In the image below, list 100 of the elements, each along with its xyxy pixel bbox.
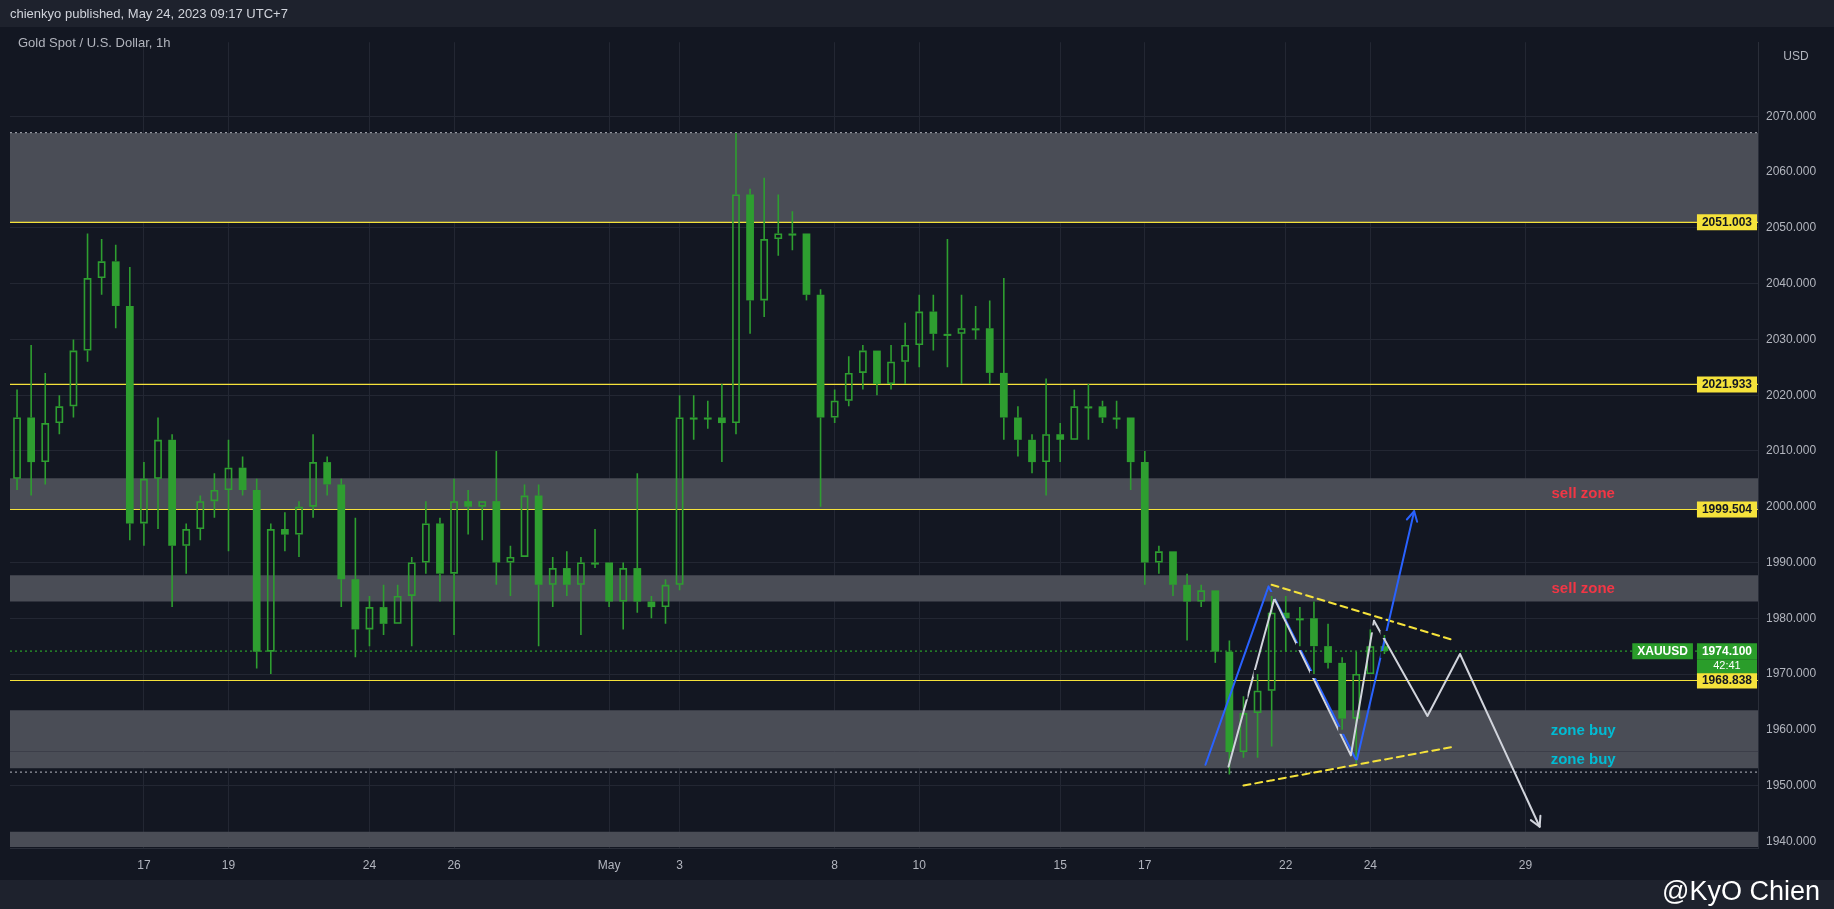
candlestick — [915, 294, 924, 369]
candlestick — [450, 478, 458, 636]
x-tick-label: 3 — [676, 857, 684, 872]
ref-line-label: 2051.003 — [1701, 215, 1753, 230]
candlestick — [224, 439, 233, 553]
candlestick — [125, 266, 134, 541]
candlestick — [492, 450, 501, 586]
x-tick-label: 17 — [1138, 857, 1152, 872]
candlestick — [605, 562, 613, 608]
y-tick-label: 1970.000 — [1766, 666, 1817, 681]
candlestick — [633, 472, 642, 614]
candlestick — [858, 344, 867, 391]
y-tick-label: 1940.000 — [1766, 833, 1817, 848]
ref-line-label: 1999.504 — [1701, 502, 1753, 517]
candlestick — [957, 294, 966, 385]
ref-line-label: 1974.100 — [1701, 643, 1753, 658]
y-tick-label: 1980.000 — [1766, 610, 1817, 625]
y-tick-label: 1990.000 — [1766, 554, 1817, 569]
candlestick — [1014, 405, 1022, 458]
x-tick-label: 15 — [1053, 857, 1068, 872]
candlestick — [182, 522, 191, 575]
y-tick-label: 2000.000 — [1766, 499, 1817, 514]
candlestick — [577, 556, 585, 636]
candlestick — [675, 394, 684, 592]
candlestick — [591, 528, 599, 569]
ref-line-label: 1968.838 — [1701, 673, 1753, 688]
candlestick — [27, 344, 36, 497]
candlestick — [1028, 433, 1036, 475]
candlestick — [732, 132, 740, 436]
candlestick — [1253, 673, 1262, 759]
candlestick — [887, 344, 895, 391]
candlestick — [1197, 583, 1206, 608]
x-tick-label: 26 — [447, 857, 462, 872]
candlestick — [1112, 399, 1121, 430]
candlestick — [689, 394, 698, 441]
candlestick — [844, 355, 853, 408]
candlestick — [1169, 551, 1177, 597]
x-tick-label: 24 — [362, 857, 377, 872]
candlestick — [718, 383, 726, 463]
x-tick-label: May — [597, 857, 621, 872]
x-tick-label: 24 — [1363, 857, 1378, 872]
candlestick — [774, 193, 783, 257]
candlestick — [210, 472, 219, 519]
y-tick-label: 2040.000 — [1766, 275, 1817, 290]
band-label: zone buy — [1550, 721, 1617, 739]
candlestick — [436, 517, 444, 603]
candlestick — [1155, 544, 1163, 575]
candlestick — [788, 210, 797, 251]
candlestick — [746, 188, 754, 335]
candlestick — [562, 550, 571, 597]
band-label: zone buy — [1550, 750, 1617, 768]
candlestick — [985, 299, 994, 385]
band-label: sell zone — [1551, 578, 1615, 596]
candlestick — [281, 511, 289, 553]
candlestick — [929, 294, 938, 352]
x-tick-label: 19 — [221, 857, 236, 872]
candlestick — [111, 243, 120, 330]
candlestick — [548, 556, 557, 608]
candlestick — [478, 501, 487, 541]
candlestick — [69, 338, 78, 419]
x-tick-label: 29 — [1518, 857, 1533, 872]
y-tick-label: 2030.000 — [1766, 331, 1817, 346]
candlestick — [365, 595, 374, 647]
x-tick-label: 22 — [1279, 857, 1293, 872]
annotation: 42:41 — [1713, 659, 1741, 672]
candlestick — [323, 455, 332, 497]
candlestick — [464, 489, 473, 536]
candlestick — [295, 500, 303, 558]
candlestick — [337, 478, 346, 608]
y-tick-label: 2070.000 — [1766, 108, 1817, 123]
candlestick — [421, 500, 430, 575]
candlestick — [154, 416, 162, 530]
candlestick — [1338, 656, 1347, 731]
candlestick — [1140, 450, 1149, 586]
candlestick — [1042, 377, 1050, 497]
candlestick — [168, 433, 176, 608]
x-tick-label: 8 — [831, 857, 839, 872]
candlestick — [760, 176, 769, 318]
candlestick — [41, 372, 50, 486]
candlestick — [1324, 623, 1332, 670]
chart-subtitle: chienkyo published, May 24, 2023 09:17 UTC+7 — [10, 5, 288, 23]
candlestick — [619, 561, 628, 631]
candlestick — [816, 288, 825, 508]
candlestick — [309, 433, 317, 519]
candlestick — [55, 394, 64, 436]
ref-line-label: 2021.933 — [1701, 377, 1753, 392]
candlestick — [1183, 572, 1191, 642]
candlestick — [534, 483, 543, 647]
candlestick — [379, 583, 388, 636]
x-tick-label: 17 — [137, 857, 151, 872]
y-tick-label: 2050.000 — [1766, 220, 1817, 235]
y-axis-title: USD — [1783, 48, 1809, 63]
candlestick — [407, 556, 416, 647]
candlestick — [901, 321, 910, 385]
text: @KyO Chien — [1662, 876, 1820, 907]
candlestick — [83, 232, 92, 363]
y-tick-label: 2010.000 — [1766, 443, 1817, 458]
candlestick — [999, 277, 1008, 441]
band-label: sell zone — [1551, 484, 1615, 502]
y-tick-label: 1950.000 — [1766, 777, 1817, 792]
